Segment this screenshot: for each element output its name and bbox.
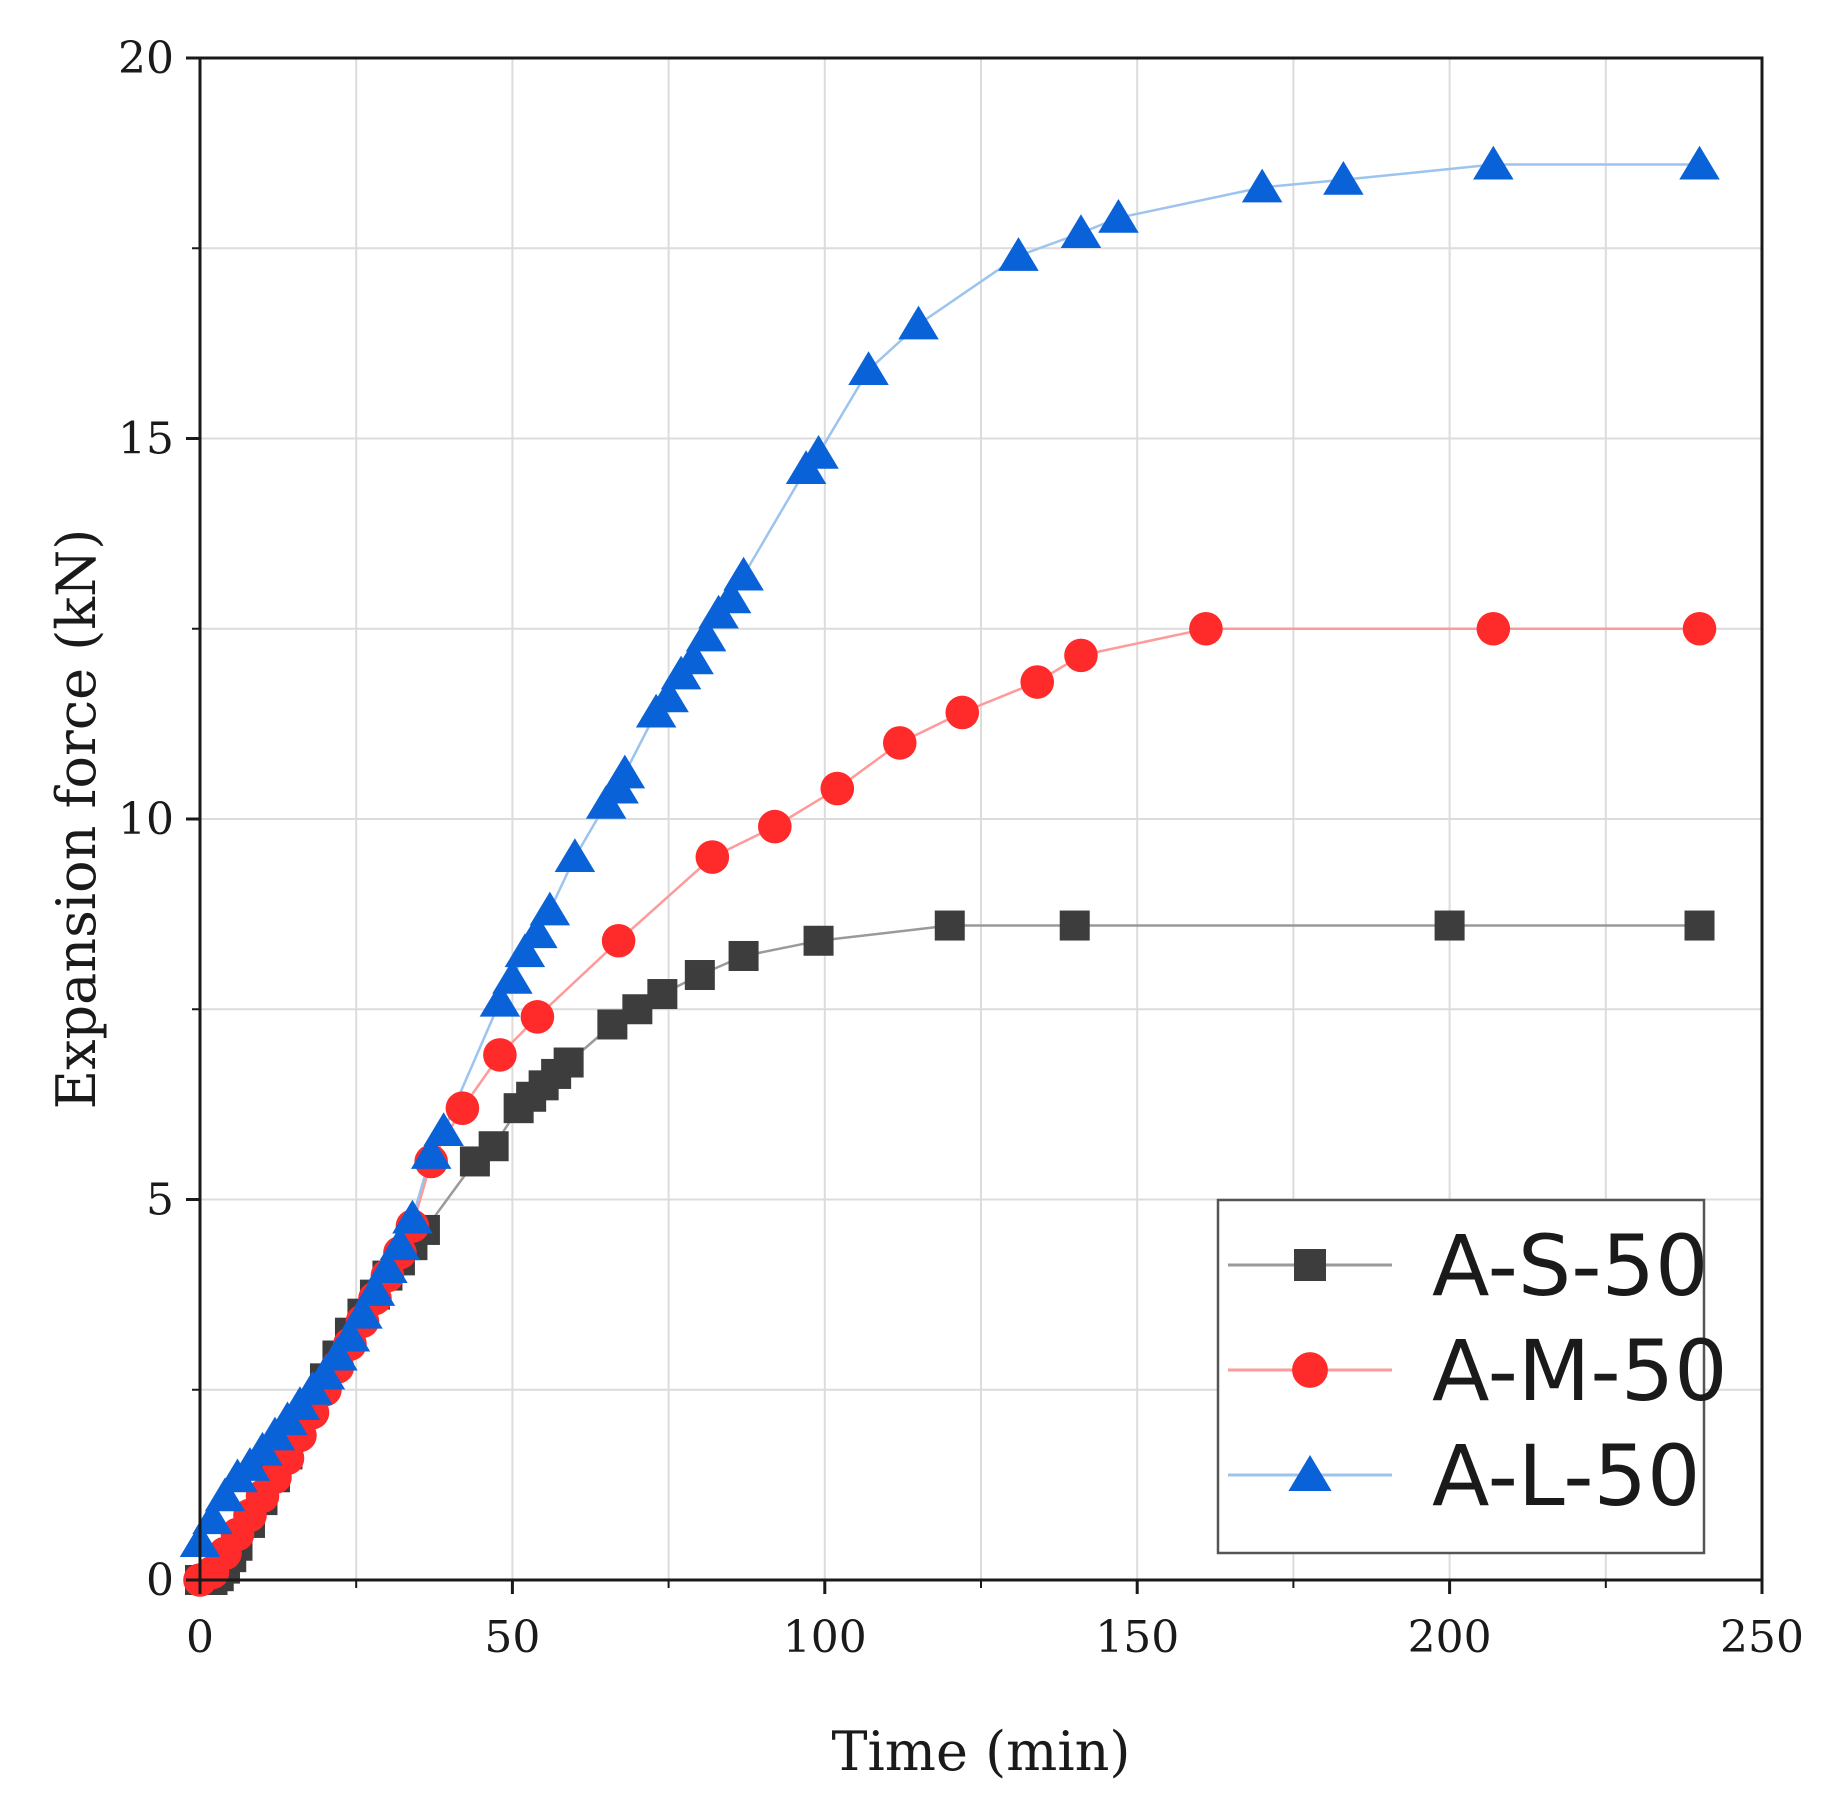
data-point-a-l-50	[1060, 214, 1102, 249]
data-point-a-l-50	[517, 914, 558, 949]
data-point-a-l-50	[379, 1226, 421, 1261]
data-point-a-s-50	[553, 1047, 584, 1078]
data-point-a-m-50	[1020, 665, 1055, 699]
data-point-a-l-50	[685, 617, 727, 652]
data-point-a-l-50	[710, 579, 752, 614]
data-point-a-s-50	[478, 1131, 509, 1162]
data-point-a-m-50	[695, 840, 730, 874]
data-point-a-m-50	[945, 695, 980, 730]
data-point-a-m-50	[520, 1000, 555, 1034]
y-tick-label: 5	[146, 1175, 174, 1226]
data-point-a-l-50	[354, 1272, 396, 1306]
data-point-a-m-50	[758, 809, 792, 844]
data-point-a-m-50	[483, 1038, 517, 1072]
data-point-a-l-50	[848, 351, 889, 386]
legend-marker	[1292, 1352, 1328, 1388]
data-point-a-l-50	[1679, 145, 1720, 180]
data-point-a-l-50	[367, 1249, 408, 1283]
legend-marker	[1288, 1455, 1332, 1491]
y-axis-title: Expansion force (kN)	[45, 529, 108, 1110]
legend-label: A-L-50	[1432, 1427, 1700, 1525]
data-point-a-s-50	[934, 910, 965, 941]
y-tick-label: 0	[146, 1555, 174, 1606]
series-markers	[179, 145, 1720, 1597]
y-tick-label: 15	[118, 414, 174, 465]
legend-label: A-S-50	[1432, 1217, 1708, 1315]
data-point-a-l-50	[673, 640, 714, 675]
data-point-a-l-50	[798, 434, 839, 469]
data-point-a-l-50	[1241, 168, 1283, 203]
x-tick-label: 0	[186, 1612, 214, 1663]
data-point-a-l-50	[723, 556, 764, 591]
data-point-a-l-50	[423, 1112, 464, 1147]
data-point-a-l-50	[604, 754, 646, 789]
x-tick-label: 100	[783, 1612, 867, 1663]
data-point-a-l-50	[898, 305, 939, 340]
data-point-a-l-50	[998, 237, 1039, 271]
x-tick-label: 200	[1408, 1612, 1492, 1663]
data-point-a-m-50	[601, 923, 636, 958]
data-point-a-m-50	[1476, 611, 1511, 646]
data-point-a-m-50	[1064, 638, 1098, 673]
data-point-a-m-50	[1682, 611, 1717, 646]
data-point-a-l-50	[479, 982, 521, 1017]
x-tick-label: 150	[1095, 1612, 1179, 1663]
y-tick-label: 20	[118, 33, 174, 84]
x-tick-label: 250	[1720, 1612, 1804, 1663]
y-tick-label: 10	[118, 794, 174, 845]
data-point-a-l-50	[648, 678, 689, 713]
axis-ticks: 0 50 100 150 200 250 0 5 10 15 20	[118, 33, 1804, 1663]
x-axis-title: Time (min)	[831, 1720, 1130, 1783]
data-point-a-l-50	[529, 891, 571, 926]
series-points-a-l-50	[179, 145, 1720, 1557]
data-point-a-l-50	[304, 1355, 346, 1390]
data-point-a-m-50	[820, 771, 855, 806]
data-point-a-m-50	[882, 726, 917, 760]
legend: A-S-50A-M-50A-L-50	[1216, 1198, 1728, 1555]
data-point-a-l-50	[1473, 145, 1514, 180]
data-point-a-l-50	[554, 838, 596, 873]
data-point-a-s-50	[684, 960, 715, 991]
data-point-a-l-50	[410, 1135, 452, 1169]
data-point-a-l-50	[329, 1317, 371, 1352]
data-point-a-s-50	[728, 940, 759, 971]
data-point-a-l-50	[1098, 199, 1139, 233]
data-point-a-l-50	[492, 960, 533, 994]
data-point-a-l-50	[1323, 161, 1364, 195]
data-point-a-l-50	[342, 1294, 383, 1329]
data-point-a-s-50	[1059, 910, 1090, 941]
data-point-a-m-50	[1189, 611, 1223, 646]
data-point-a-s-50	[1434, 910, 1465, 941]
data-point-a-s-50	[1684, 910, 1715, 941]
data-point-a-s-50	[803, 925, 834, 956]
legend-label: A-M-50	[1432, 1322, 1728, 1420]
data-point-a-l-50	[204, 1477, 246, 1512]
data-point-a-l-50	[504, 933, 546, 968]
legend-marker	[1294, 1249, 1326, 1281]
x-tick-label: 50	[484, 1612, 540, 1663]
data-point-a-l-50	[192, 1500, 233, 1535]
data-point-a-m-50	[445, 1091, 480, 1125]
data-point-a-s-50	[647, 979, 678, 1010]
data-point-a-l-50	[317, 1336, 358, 1371]
data-point-a-l-50	[392, 1199, 433, 1234]
